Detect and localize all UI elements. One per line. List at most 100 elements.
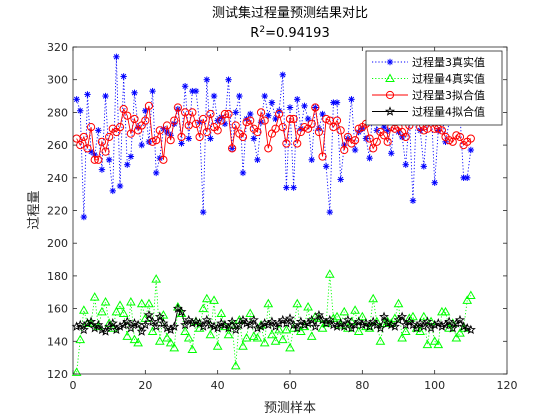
series-1-point [283, 184, 290, 191]
y-tick-label: 220 [47, 205, 68, 218]
series-1-point [98, 166, 106, 173]
series-3-point-shape [278, 123, 287, 132]
series-3-point-shape [90, 155, 99, 164]
series-3-point [155, 126, 164, 135]
series-3 [72, 101, 475, 164]
series-4-point-shape [86, 316, 97, 326]
series-3-point-shape [332, 116, 342, 125]
series-3-point-shape [213, 126, 222, 135]
series-1-point-stroke [88, 148, 94, 155]
series-3-point-shape [119, 105, 128, 114]
series-2-point-shape [353, 326, 364, 335]
legend-entry: 过程量3拟合值 [372, 88, 485, 102]
series-3-point-shape [148, 137, 157, 146]
series-3-point-shape [173, 103, 182, 112]
series-4-point-shape [71, 321, 82, 331]
series-3-point-shape [318, 152, 327, 161]
series-1-point [279, 71, 286, 78]
series-3-point [365, 134, 374, 143]
y-tick-label: 300 [47, 74, 68, 87]
series-4-point-shape [306, 314, 317, 325]
series-2-point [281, 324, 292, 334]
series-1-point-stroke [236, 93, 243, 99]
series-1-point [333, 99, 341, 106]
series-1-point [308, 156, 315, 164]
series-3-point [101, 147, 110, 156]
series-4-point [313, 309, 324, 320]
series-2-point [429, 336, 440, 345]
series-1-point-stroke [193, 88, 199, 94]
series-2-point-shape [100, 297, 111, 306]
series-1-point [337, 176, 344, 183]
series-3-point [213, 126, 222, 135]
series-2-point-shape [303, 301, 313, 311]
series-2-point-shape [292, 298, 303, 308]
series-1-point [105, 156, 113, 164]
series-1-point-stroke [290, 184, 297, 191]
series-3-point [199, 114, 208, 124]
series-1-point [265, 112, 272, 119]
series-4-point [454, 314, 465, 325]
series-4-point-shape [266, 316, 277, 326]
series-2-point [292, 298, 303, 308]
series-4-point-shape [100, 326, 111, 336]
series-2-point-shape [169, 342, 180, 352]
series-3-point-shape [322, 114, 331, 124]
series-4-point [234, 319, 245, 330]
subtitle-prefix: R [250, 26, 259, 41]
series-2-point [144, 298, 154, 308]
series-1-point [272, 115, 279, 123]
series-3-point [162, 121, 172, 130]
series-2-point-shape [429, 336, 440, 345]
series-2-point-shape [462, 295, 473, 304]
series-2-point [111, 306, 122, 316]
series-2-point [397, 333, 407, 342]
series-2-point [122, 331, 133, 340]
series-2-point-shape [368, 293, 379, 303]
series-1-point-stroke [388, 150, 394, 156]
series-1-point [109, 187, 116, 195]
series-1-point [200, 208, 207, 216]
series-4-point [115, 321, 126, 331]
series-4-point [147, 316, 158, 326]
series-3-point-shape [231, 121, 240, 130]
series-1-point-stroke [182, 83, 188, 89]
series-3-point [256, 108, 266, 117]
series-2-point-shape [252, 333, 263, 342]
series-4-point-shape [357, 319, 368, 330]
series-1-point [203, 76, 211, 83]
series-1-point [351, 146, 359, 154]
series-2-point [201, 293, 212, 303]
series-1-point-stroke [410, 198, 416, 204]
series-1-point-stroke [287, 104, 293, 111]
series-4-point [281, 318, 292, 328]
series-1-point [366, 154, 373, 162]
legend-entry: 过程量3真实值 [372, 55, 485, 69]
series-2-point [303, 301, 313, 311]
series-3-point [90, 155, 99, 164]
series-1-point [294, 96, 301, 103]
series-4-point [342, 314, 353, 325]
series-3-point-shape [336, 126, 345, 135]
series-3-point [354, 124, 363, 133]
series-1-point-stroke [319, 111, 326, 117]
series-4-point [158, 318, 169, 328]
series-2-point [183, 333, 194, 342]
series-3-point-shape [383, 137, 392, 146]
series-1-point [181, 83, 189, 90]
series-1-point-stroke [309, 157, 315, 163]
series-4-point [78, 324, 89, 335]
series-3-point-shape [311, 103, 320, 112]
series-1-point [464, 174, 471, 181]
series-2-point [245, 308, 256, 318]
series-4-point-shape [201, 314, 212, 325]
series-4-point-shape [212, 322, 223, 333]
series-4-point-shape [248, 314, 259, 325]
x-tick-label: 0 [70, 379, 77, 392]
series-2-point-shape [162, 333, 172, 342]
series-2-point-shape [465, 290, 476, 300]
legend-label: 过程量4拟合值 [412, 105, 485, 119]
series-4-point [180, 319, 191, 330]
series-3-point [343, 132, 352, 142]
y-tick-label: 240 [47, 172, 68, 185]
